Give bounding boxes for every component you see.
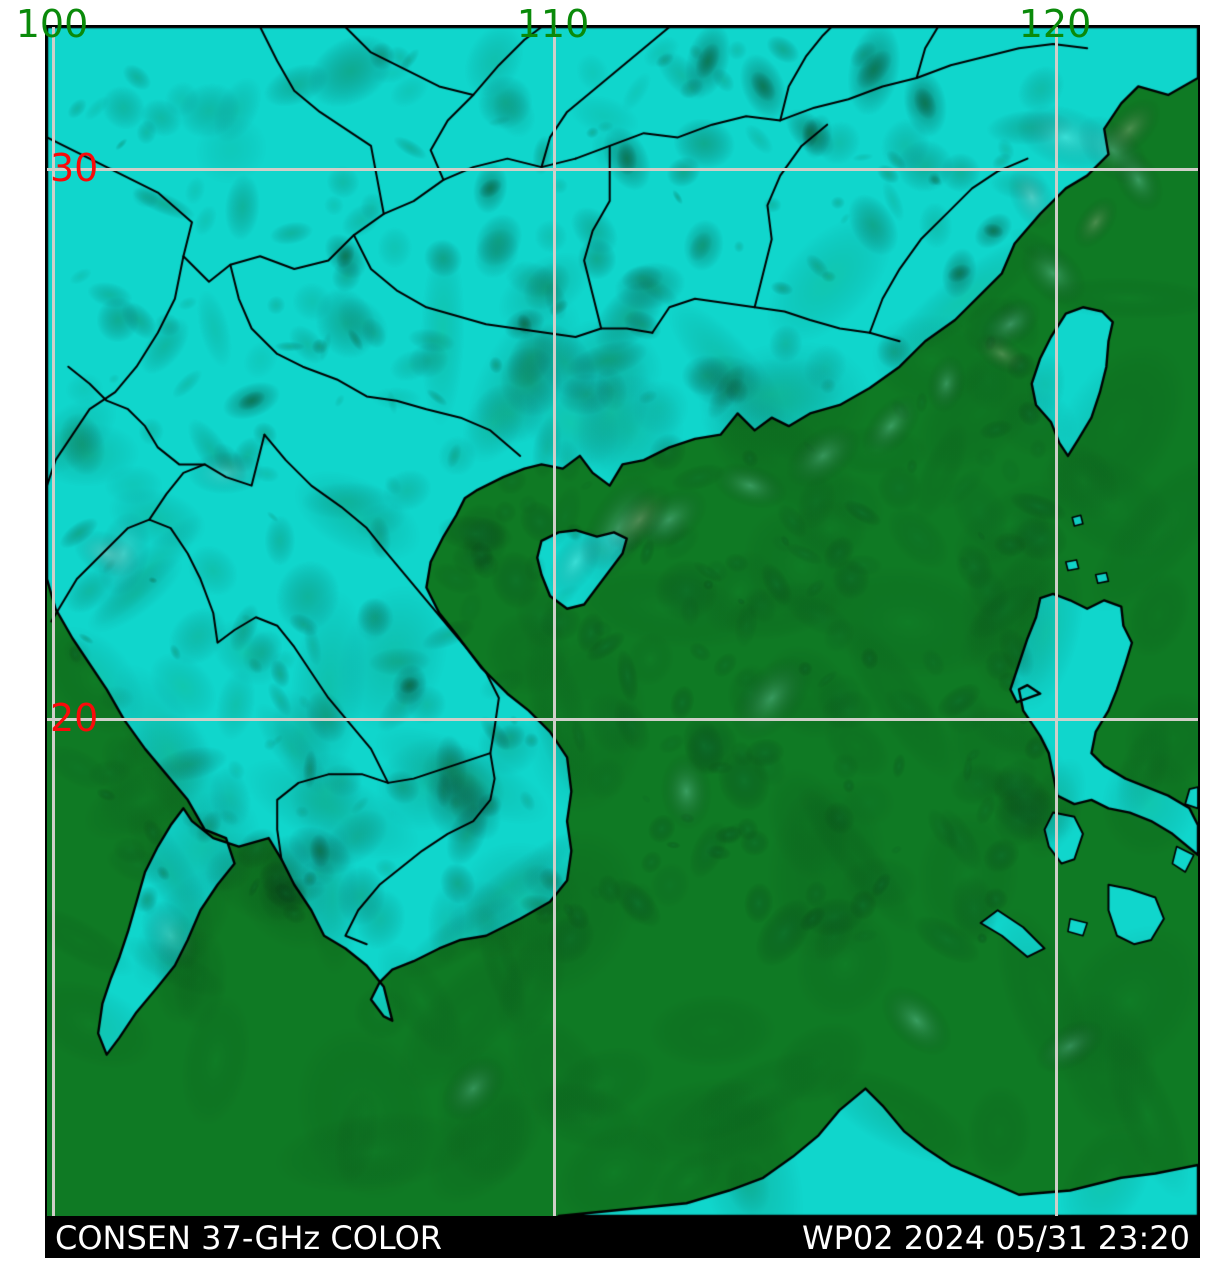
lon-label-100: 100 [15,2,89,46]
lat-label-20: 20 [50,696,99,740]
lon-label-120: 120 [1018,2,1092,46]
map-image-frame[interactable] [45,25,1200,1218]
caption-bar: CONSEN 37-GHz COLOR WP02 2024 05/31 23:2… [45,1218,1200,1258]
storm-timestamp-label: WP02 2024 05/31 23:20 [801,1219,1190,1257]
product-name-label: CONSEN 37-GHz COLOR [55,1219,443,1257]
satellite-imagery-canvas[interactable] [47,27,1198,1216]
lat-label-30: 30 [50,146,99,190]
lon-label-110: 110 [516,2,590,46]
